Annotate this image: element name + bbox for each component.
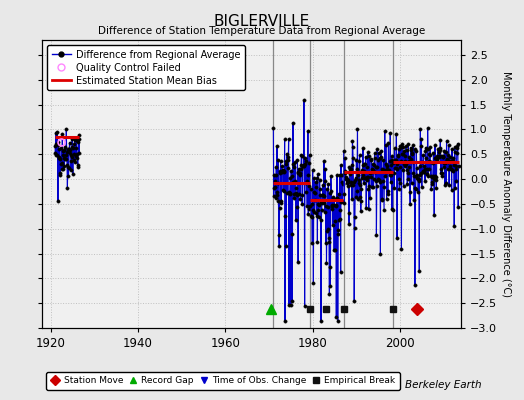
Text: Difference of Station Temperature Data from Regional Average: Difference of Station Temperature Data f…: [99, 26, 425, 36]
Y-axis label: Monthly Temperature Anomaly Difference (°C): Monthly Temperature Anomaly Difference (…: [501, 71, 511, 297]
Text: Berkeley Earth: Berkeley Earth: [406, 380, 482, 390]
Legend: Station Move, Record Gap, Time of Obs. Change, Empirical Break: Station Move, Record Gap, Time of Obs. C…: [47, 372, 400, 390]
Text: BIGLERVILLE: BIGLERVILLE: [214, 14, 310, 29]
